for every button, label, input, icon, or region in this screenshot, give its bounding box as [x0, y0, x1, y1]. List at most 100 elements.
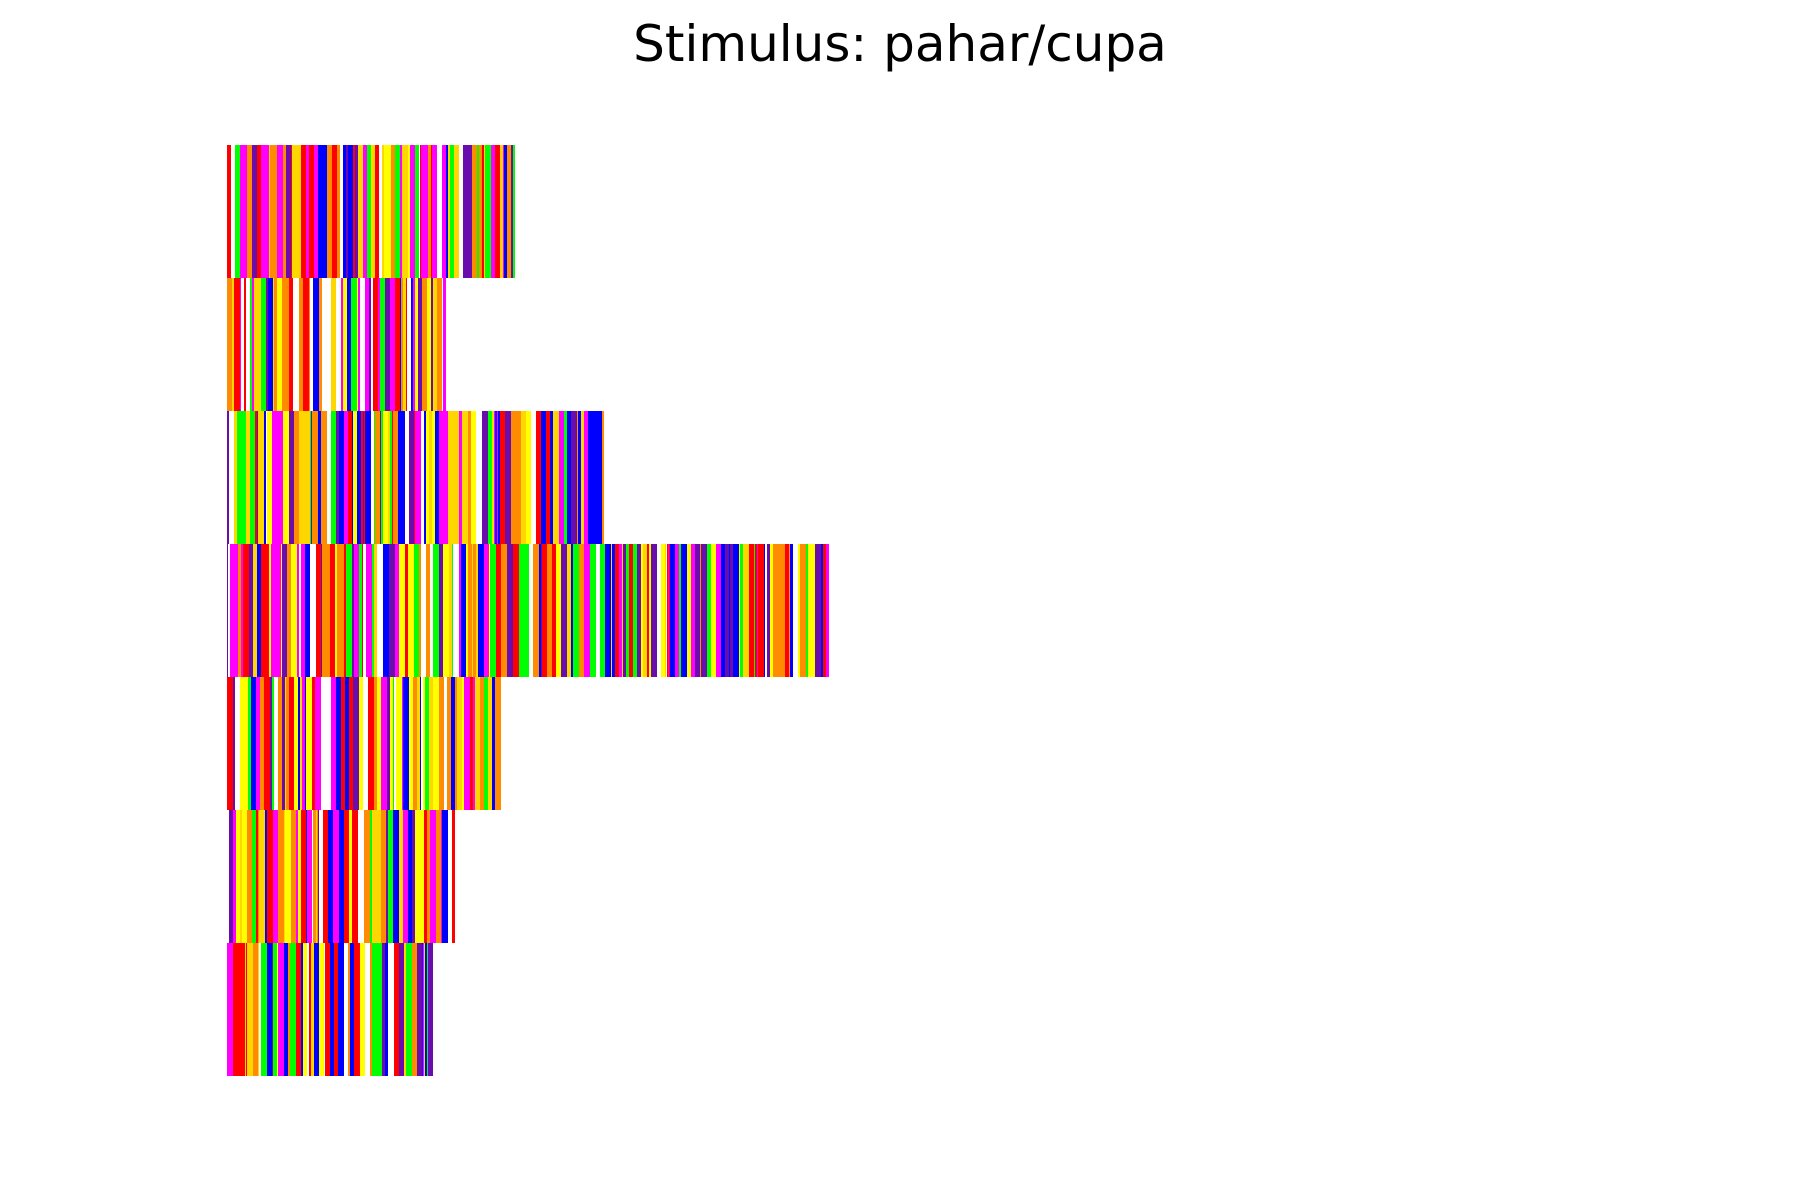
- stripe: [418, 810, 424, 943]
- stripe: [789, 544, 790, 677]
- stripe: [345, 677, 349, 810]
- stripe: [675, 544, 679, 677]
- stripe: [313, 278, 319, 411]
- stripe: [364, 810, 370, 943]
- stripe: [283, 411, 289, 544]
- stripe: [318, 810, 319, 943]
- stripe: [360, 278, 365, 411]
- stripe: [452, 411, 454, 544]
- stripe: [264, 411, 266, 544]
- stripe: [400, 278, 401, 411]
- stripe: [292, 145, 295, 278]
- stripe: [305, 677, 306, 810]
- stripe: [280, 544, 281, 677]
- stripe: [227, 810, 229, 943]
- stripe: [492, 411, 494, 544]
- stripe: [311, 411, 312, 544]
- stripe: [296, 943, 301, 1076]
- stripe: [358, 145, 363, 278]
- stripe: [489, 544, 490, 677]
- stripe: [284, 810, 285, 943]
- stripe: [331, 677, 336, 810]
- stripe: [341, 544, 344, 677]
- stripe: [242, 145, 247, 278]
- stripe: [767, 544, 770, 677]
- stripe: [297, 544, 299, 677]
- stripe: [399, 810, 403, 943]
- stripe: [427, 943, 428, 1076]
- stripe: [331, 411, 336, 544]
- stripe: [385, 278, 390, 411]
- stripe: [605, 544, 611, 677]
- stripe: [425, 943, 427, 1076]
- sequence-row-5: [227, 677, 501, 810]
- stripe: [304, 411, 310, 544]
- stripe: [421, 145, 424, 278]
- stripe: [275, 145, 277, 278]
- stripe: [464, 677, 470, 810]
- stripe: [310, 278, 313, 411]
- stripe: [253, 943, 258, 1076]
- stripe: [365, 411, 371, 544]
- stripe: [369, 278, 371, 411]
- stripe: [468, 544, 472, 677]
- stripe: [413, 677, 417, 810]
- stripe: [626, 544, 629, 677]
- stripe: [426, 544, 430, 677]
- stripe: [386, 810, 388, 943]
- stripe: [391, 810, 393, 943]
- stripe: [270, 677, 272, 810]
- stripe: [383, 544, 389, 677]
- stripe: [462, 411, 468, 544]
- stripe: [390, 677, 393, 810]
- stripe: [303, 278, 309, 411]
- stripe: [494, 411, 495, 544]
- stripe: [389, 544, 395, 677]
- stripe: [361, 411, 363, 544]
- stripe: [667, 544, 668, 677]
- stripe: [507, 544, 513, 677]
- stripe: [556, 544, 561, 677]
- stripe: [367, 145, 371, 278]
- stripe: [344, 810, 347, 943]
- stripe: [497, 411, 498, 544]
- stripe: [273, 677, 274, 810]
- stripe: [588, 411, 592, 544]
- stripe: [243, 544, 249, 677]
- stripe: [670, 544, 675, 677]
- stripe: [571, 544, 573, 677]
- stripe: [316, 810, 317, 943]
- stripe: [592, 411, 598, 544]
- stripe: [319, 278, 322, 411]
- stripe: [371, 411, 374, 544]
- stripe: [637, 544, 641, 677]
- stripe: [245, 943, 246, 1076]
- stripe: [237, 544, 238, 677]
- stripe: [806, 544, 808, 677]
- stripe: [472, 145, 477, 278]
- stripe: [561, 544, 567, 677]
- stripe: [485, 145, 491, 278]
- stripe: [331, 278, 336, 411]
- stripe: [353, 145, 355, 278]
- stripe: [382, 145, 384, 278]
- stripe: [330, 943, 334, 1076]
- stripe: [394, 677, 396, 810]
- stripe: [533, 544, 539, 677]
- stripe: [541, 544, 542, 677]
- stripe: [327, 677, 331, 810]
- stripe: [372, 810, 375, 943]
- stripe: [272, 411, 278, 544]
- stripe: [266, 278, 268, 411]
- stripe: [344, 411, 345, 544]
- stripe: [332, 145, 337, 278]
- stripe: [480, 677, 484, 810]
- stripe: [375, 810, 381, 943]
- stripe: [344, 943, 348, 1076]
- stripe: [402, 145, 408, 278]
- stripe: [377, 544, 383, 677]
- stripe: [690, 544, 691, 677]
- stripe: [437, 278, 442, 411]
- stripe: [372, 544, 374, 677]
- stripe: [354, 943, 360, 1076]
